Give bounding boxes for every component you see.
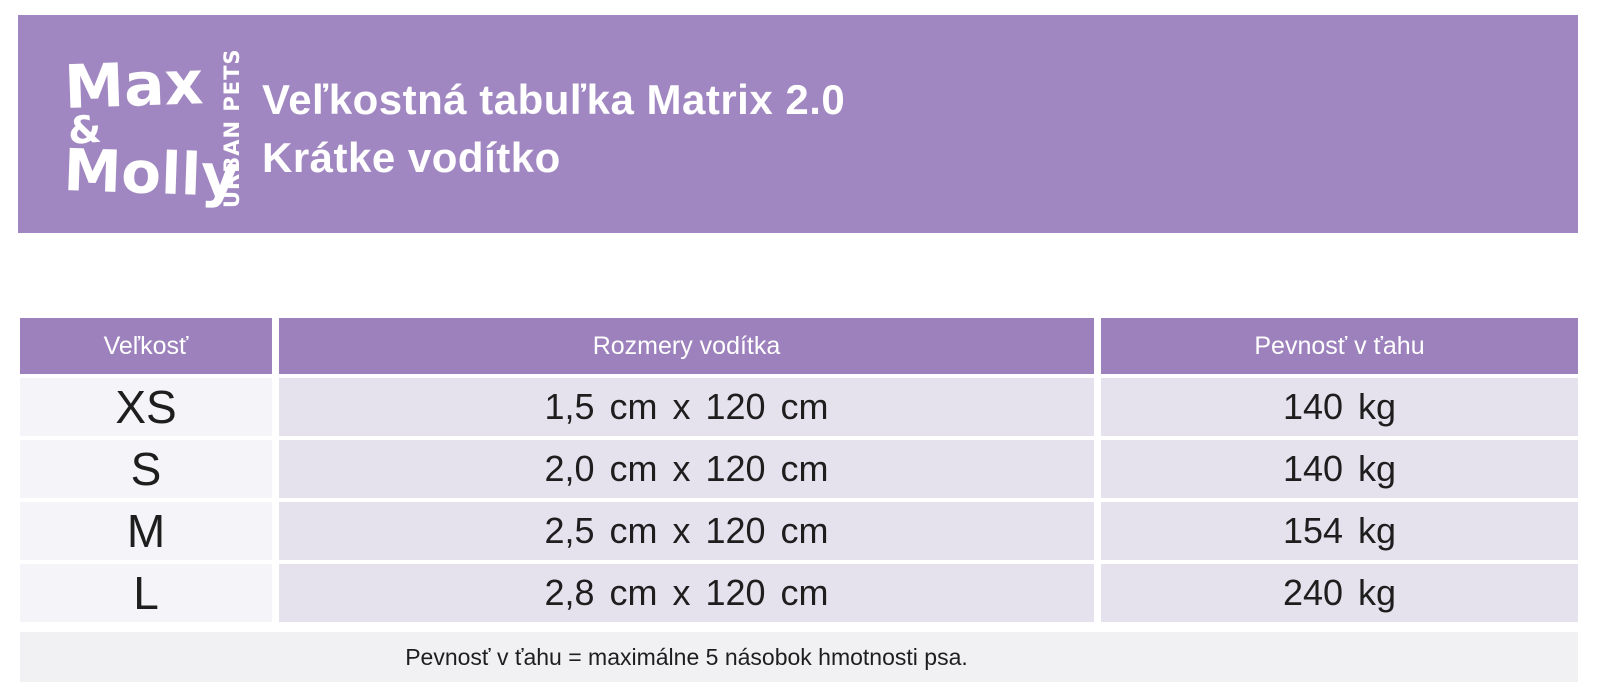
size-table: Veľkosť Rozmery vodítka Pevnosť v ťahu X… [20, 318, 1578, 622]
cell-strength-l: 240 kg [1101, 564, 1578, 622]
cell-size-l: L [20, 564, 272, 622]
cell-dimensions-m: 2,5 cm x 120 cm [279, 502, 1094, 560]
banner-title-line1: Veľkostná tabuľka Matrix 2.0 [262, 76, 846, 123]
column-header-strength: Pevnosť v ťahu [1101, 318, 1578, 374]
logo-ampersand: & [67, 107, 103, 153]
logo-word-molly: Molly [63, 136, 240, 210]
logo-word-max: Max [63, 50, 204, 123]
cell-size-s: S [20, 440, 272, 498]
logo-tagline-urban-pets: URBAN PETS [220, 50, 244, 208]
banner-title: Veľkostná tabuľka Matrix 2.0 Krátke vodí… [262, 71, 845, 187]
cell-strength-xs: 140 kg [1101, 378, 1578, 436]
cell-size-m: M [20, 502, 272, 560]
cell-strength-m: 154 kg [1101, 502, 1578, 560]
cell-strength-s: 140 kg [1101, 440, 1578, 498]
footer-note: Pevnosť v ťahu = maximálne 5 násobok hmo… [405, 643, 968, 670]
footer-bar: Pevnosť v ťahu = maximálne 5 násobok hmo… [20, 632, 1578, 682]
banner-title-line2: Krátke vodítko [262, 134, 561, 181]
cell-dimensions-l: 2,8 cm x 120 cm [279, 564, 1094, 622]
column-header-dimensions: Rozmery vodítka [279, 318, 1094, 374]
column-header-size: Veľkosť [20, 318, 272, 374]
brand-banner: Max & Molly URBAN PETS Veľkostná tabuľka… [18, 15, 1578, 233]
cell-dimensions-xs: 1,5 cm x 120 cm [279, 378, 1094, 436]
cell-dimensions-s: 2,0 cm x 120 cm [279, 440, 1094, 498]
max-molly-logo: Max & Molly URBAN PETS [63, 50, 244, 210]
cell-size-xs: XS [20, 378, 272, 436]
